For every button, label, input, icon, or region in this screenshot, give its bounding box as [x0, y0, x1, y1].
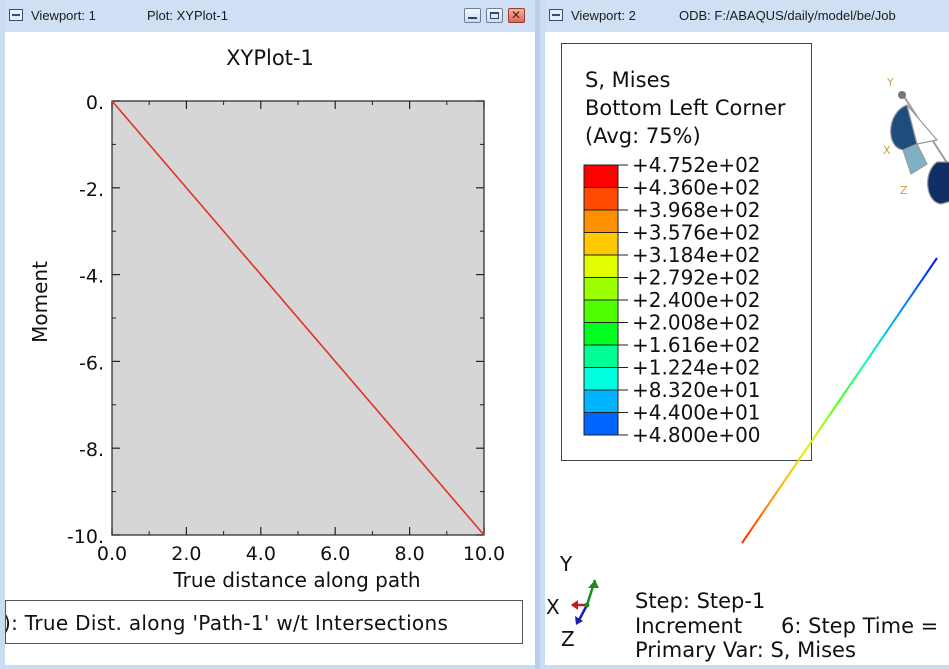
- y-axis-label: Moment: [28, 261, 52, 343]
- maximize-button[interactable]: [486, 8, 503, 23]
- legend-color-band: [584, 277, 618, 300]
- beam-contour[interactable]: [741, 257, 938, 544]
- xy-plot-chart[interactable]: XYPlot-1 0. -2. -4. -6. -8. -10. 0.0 2.0 4.0 6.0…: [5, 32, 535, 632]
- viewport-1[interactable]: Viewport: 1 Plot: XYPlot-1 ✕ XYPlot-1 0.…: [0, 0, 539, 669]
- legend-value: +4.360e+02: [632, 176, 761, 200]
- view-orientation-glyph[interactable]: Y X Z: [883, 76, 949, 205]
- legend-value: +3.184e+02: [632, 243, 761, 267]
- x-tick-label: 8.0: [394, 543, 424, 565]
- legend-color-band: [584, 255, 618, 278]
- legend-color-band: [584, 300, 618, 323]
- minimize-button[interactable]: [464, 8, 481, 23]
- y-tick-label: 0.: [86, 92, 104, 114]
- status-increment: Increment: [635, 614, 743, 638]
- maximize-icon: [490, 12, 499, 19]
- y-tick-label: -10.: [67, 526, 104, 548]
- status-step: Step: Step-1: [635, 589, 766, 613]
- triad-x-label: X: [546, 595, 560, 619]
- status-step-time: 6: Step Time =: [781, 614, 939, 638]
- close-button[interactable]: ✕: [508, 8, 525, 23]
- legend-color-band: [584, 367, 618, 390]
- viewport-1-titlebar[interactable]: Viewport: 1 Plot: XYPlot-1 ✕: [5, 0, 535, 32]
- legend-color-band: [584, 165, 618, 188]
- viewport-menu-icon[interactable]: [549, 9, 563, 21]
- orientation-y-label: Y: [886, 76, 894, 89]
- y-tick-label: -8.: [79, 439, 104, 461]
- minimize-icon: [468, 17, 477, 19]
- x-tick-label: 0.0: [97, 543, 127, 565]
- chart-title: XYPlot-1: [226, 46, 314, 70]
- viewport-splitter[interactable]: [535, 0, 543, 669]
- legend-color-band: [584, 187, 618, 210]
- triad-z-label: Z: [561, 627, 575, 651]
- viewport-2[interactable]: Viewport: 2 ODB: F:/ABAQUS/daily/model/b…: [540, 0, 949, 669]
- contour-legend[interactable]: S, Mises Bottom Left Corner (Avg: 75%) +…: [561, 43, 812, 461]
- legend-value: +2.792e+02: [632, 266, 761, 290]
- legend-value: +2.008e+02: [632, 311, 761, 335]
- viewport-menu-icon[interactable]: [9, 9, 23, 21]
- xy-legend-box[interactable]: ): True Dist. along 'Path-1' w/t Interse…: [5, 600, 523, 644]
- legend-value: +3.576e+02: [632, 221, 761, 245]
- legend-value: +4.752e+02: [632, 153, 761, 177]
- x-tick-label: 10.0: [463, 543, 505, 565]
- model-view[interactable]: Y X Z Y X: [545, 32, 949, 669]
- coordinate-triad: Y X Z: [546, 552, 599, 651]
- legend-value: +2.400e+02: [632, 288, 761, 312]
- legend-color-band: [584, 210, 618, 233]
- legend-value: +8.320e+01: [632, 378, 761, 402]
- xy-legend-entry: ): True Dist. along 'Path-1' w/t Interse…: [5, 611, 449, 635]
- legend-value: +1.224e+02: [632, 356, 761, 380]
- legend-value: +4.800e+00: [632, 423, 761, 447]
- odb-path-label: ODB: F:/ABAQUS/daily/model/be/Job: [679, 8, 896, 23]
- viewport-2-title: Viewport: 2: [571, 8, 636, 23]
- x-axis-label: True distance along path: [172, 568, 420, 592]
- legend-color-band: [584, 345, 618, 368]
- legend-color-band: [584, 232, 618, 255]
- legend-color-band: [584, 390, 618, 413]
- triad-y-label: Y: [559, 552, 573, 576]
- legend-color-band: [584, 412, 618, 435]
- x-tick-label: 4.0: [246, 543, 276, 565]
- orientation-x-label: X: [883, 144, 891, 157]
- orientation-z-label: Z: [900, 184, 908, 197]
- legend-averaging: (Avg: 75%): [585, 124, 701, 148]
- legend-value: +4.400e+01: [632, 401, 761, 425]
- viewport-1-title: Viewport: 1: [31, 8, 96, 23]
- plot-name-label: Plot: XYPlot-1: [147, 8, 228, 23]
- y-tick-label: -2.: [79, 179, 104, 201]
- legend-value: +1.616e+02: [632, 333, 761, 357]
- y-tick-label: -6.: [79, 352, 104, 374]
- series-line[interactable]: [111, 100, 485, 536]
- viewport-2-titlebar[interactable]: Viewport: 2 ODB: F:/ABAQUS/daily/model/b…: [545, 0, 949, 32]
- close-icon: ✕: [511, 8, 522, 22]
- y-tick-label: -4.: [79, 266, 104, 288]
- x-tick-label: 2.0: [171, 543, 201, 565]
- legend-color-band: [584, 322, 618, 345]
- status-primary-var: Primary Var: S, Mises: [635, 638, 856, 662]
- legend-subtitle: Bottom Left Corner: [585, 96, 786, 120]
- legend-value: +3.968e+02: [632, 198, 761, 222]
- x-tick-label: 6.0: [320, 543, 350, 565]
- legend-title: S, Mises: [585, 68, 671, 92]
